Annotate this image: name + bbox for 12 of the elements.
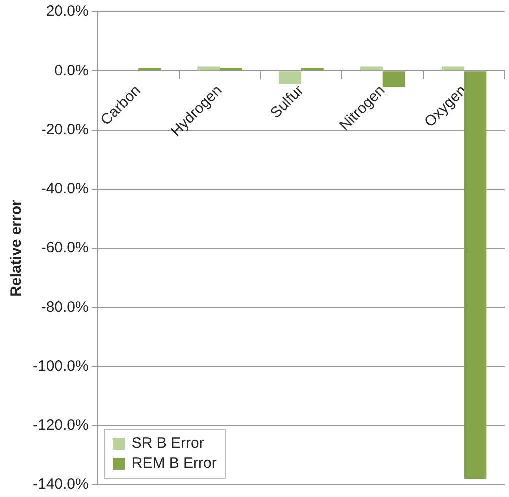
y-tick-label: -80.0% <box>41 298 89 316</box>
y-tick-label: 20.0% <box>46 3 89 20</box>
legend-label: SR B Error <box>132 434 204 454</box>
y-axis-title: Relative error <box>8 200 26 297</box>
y-tick-label: -40.0% <box>41 180 89 198</box>
y-tick-label: 0.0% <box>54 62 89 80</box>
legend-label: REM B Error <box>132 454 217 474</box>
y-tick-label: -60.0% <box>41 240 89 257</box>
y-tick-label: -20.0% <box>41 121 89 138</box>
y-tick-label: -120.0% <box>32 417 89 434</box>
y-tick-label: -100.0% <box>32 358 89 375</box>
y-tick-label: -140.0% <box>32 476 89 494</box>
